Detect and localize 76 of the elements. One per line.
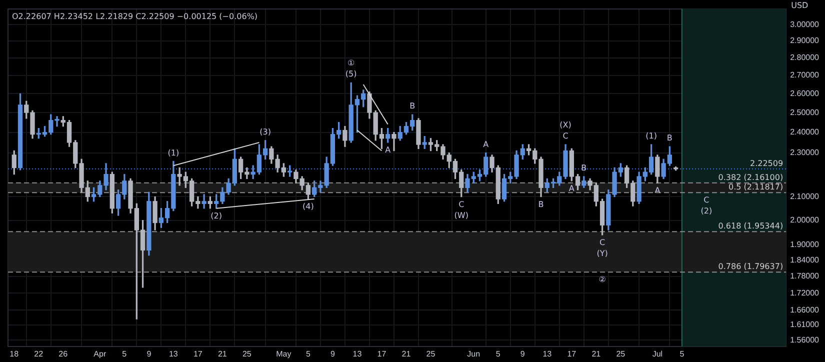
x-tick-label: Jun	[467, 349, 480, 358]
x-tick-label: 17	[193, 349, 203, 358]
y-tick-label: 3.00000	[790, 20, 820, 29]
y-tick-label: 2.90000	[790, 36, 820, 46]
ref-line-label: 0.5 (2.11817)	[728, 182, 784, 192]
x-tick-label: 5	[496, 349, 501, 358]
x-tick-label: 21	[218, 349, 228, 358]
ref-line-label: 0.618 (1.95344)	[718, 222, 784, 231]
y-tick-label: 2.80000	[790, 53, 820, 62]
annotation: A	[654, 186, 661, 196]
x-tick-label: 22	[34, 349, 44, 358]
annotation: (2)	[700, 206, 712, 216]
x-tick-label: 9	[330, 349, 336, 358]
candlestick	[392, 132, 396, 152]
y-tick-label: 1.61000	[790, 320, 820, 330]
y-tick-label: 2.70000	[790, 70, 820, 80]
ref-line-label: 2.22509	[750, 158, 784, 168]
x-tick-label: 9	[520, 349, 526, 358]
x-tick-label: 5	[122, 349, 128, 358]
annotation: (5)	[345, 70, 357, 79]
annotation: C	[599, 238, 606, 248]
candlestick	[202, 194, 206, 209]
y-tick-label: 1.90000	[790, 240, 820, 250]
annotation: (X)	[560, 120, 572, 130]
x-tick-label: Apr	[94, 349, 106, 358]
annotation: C	[458, 200, 465, 209]
x-tick-label: 13	[542, 349, 552, 358]
annotation: (W)	[454, 210, 468, 220]
y-tick-label: 1.56000	[790, 335, 820, 344]
x-tick-label: May	[276, 349, 292, 358]
annotation: C	[562, 132, 569, 141]
x-tick-label: 17	[377, 349, 387, 358]
annotation: B	[410, 102, 416, 111]
x-tick-label: 5	[680, 349, 685, 358]
annotation: (1)	[646, 132, 657, 141]
y-tick-label: 1.84000	[790, 256, 820, 265]
annotation: B	[581, 164, 587, 173]
x-tick-label: Jul	[652, 349, 663, 358]
annotation: A	[568, 184, 575, 193]
x-tick-label: 25	[616, 349, 626, 358]
annotation: A	[483, 140, 490, 149]
x-tick-label: 25	[242, 349, 252, 358]
x-tick-label: 21	[402, 349, 412, 358]
x-tick-label: 13	[168, 349, 178, 358]
y-tick-label: 1.72000	[790, 288, 820, 298]
y-tick-label: 2.50000	[790, 108, 820, 117]
annotation: B	[666, 134, 672, 143]
x-tick-label: 18	[10, 349, 20, 358]
y-tick-label: 2.00000	[790, 215, 820, 224]
annotation: (Y)	[596, 249, 608, 258]
x-tick-label: 9	[146, 349, 152, 358]
y-tick-label: 1.66000	[790, 305, 820, 314]
x-tick-label: 21	[592, 349, 602, 358]
x-tick-label: 25	[426, 349, 436, 358]
annotation: ①	[348, 58, 355, 68]
annotation: (3)	[260, 127, 271, 136]
x-tick-label: 13	[352, 349, 362, 358]
y-tick-label: 2.40000	[790, 128, 820, 137]
ref-line-label: 0.786 (1.79637)	[718, 262, 784, 272]
annotation: (2)	[210, 211, 222, 220]
annotation: O2.22607 H2.23452 L2.21829 C2.22509 −0.00125 (−0.06%)	[12, 12, 258, 21]
ref-line-label: 0.382 (2.16100)	[718, 172, 784, 182]
y-tick-label: 2.30000	[790, 148, 820, 158]
y-tick-label: 2.10000	[790, 192, 820, 201]
annotation: ②	[598, 275, 606, 284]
x-tick-label: 17	[567, 349, 577, 358]
y-tick-label: 2.60000	[790, 88, 820, 98]
annotation: (4)	[302, 202, 314, 212]
x-tick-label: 26	[58, 349, 68, 358]
annotation: B	[538, 200, 544, 209]
y-tick-label: 1.78000	[790, 272, 820, 281]
x-tick-label: 5	[306, 349, 311, 358]
annotation: C	[704, 196, 710, 205]
y-axis-title: USD	[791, 1, 808, 10]
annotation: A	[385, 146, 392, 155]
annotation: (1)	[168, 148, 180, 158]
